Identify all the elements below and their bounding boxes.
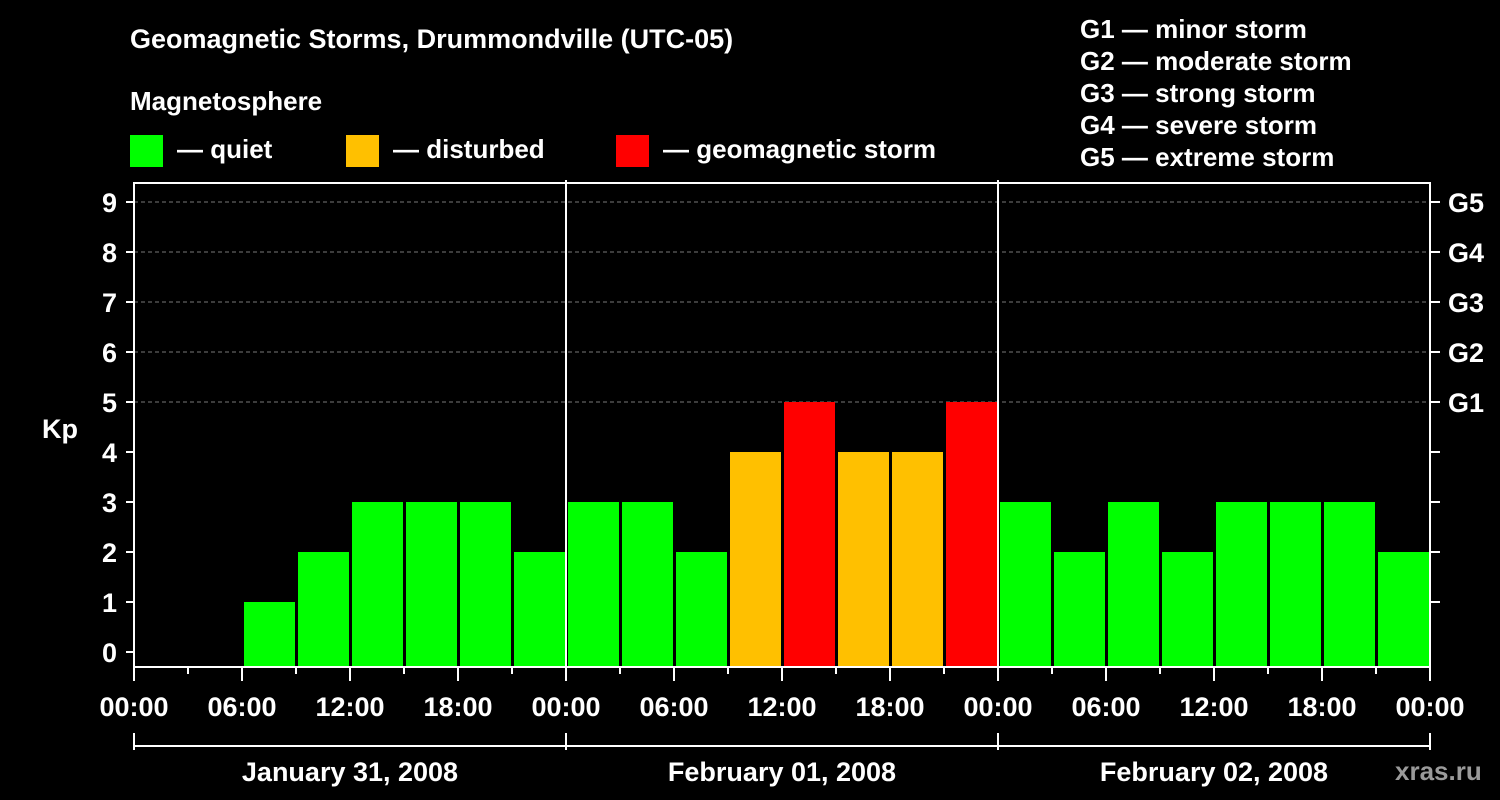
bar-feb-01-03-00 [622,502,673,667]
x-tick-label: 00:00 [99,692,168,722]
bar-jan-31-09-00 [298,552,349,667]
x-tick-label: 00:00 [1395,692,1464,722]
x-tick-label: 06:00 [639,692,708,722]
legend-swatch-disturbed [346,135,379,167]
legend-swatch-quiet [130,135,163,167]
y-tick-label: 1 [102,588,117,618]
storm-scale-g4: G4 — severe storm [1080,110,1317,140]
bar-feb-02-00-00 [1000,502,1051,667]
y-tick-label: 6 [102,338,117,368]
bar-feb-01-06-00 [676,552,727,667]
x-tick-label: 00:00 [531,692,600,722]
y-tick-label: 9 [102,188,117,218]
x-tick-label: 12:00 [747,692,816,722]
storm-scale-legend: G1 — minor storm G2 — moderate storm G3 … [1080,14,1352,172]
storm-level-label-g4: G4 [1448,238,1484,268]
storm-level-label-g5: G5 [1448,188,1484,218]
bar-jan-31-15-00 [406,502,457,667]
y-tick-label: 3 [102,488,117,518]
y-tick-label: 8 [102,238,117,268]
legend-swatch-storm [616,135,649,167]
legend-label-storm: — geomagnetic storm [663,134,936,164]
gridlines [134,201,1430,403]
x-tick-label: 06:00 [207,692,276,722]
legend-title: Magnetosphere [130,86,322,116]
bar-feb-02-06-00 [1108,502,1159,667]
bar-feb-02-18-00 [1324,502,1375,667]
day-label: February 02, 2008 [1100,757,1328,787]
bar-jan-31-12-00 [352,502,403,667]
bar-feb-02-09-00 [1162,552,1213,667]
legend-item-quiet: — quiet [130,134,273,167]
y-tick-label: 5 [102,388,117,418]
bar-feb-01-09-00 [730,452,781,667]
bar-jan-31-18-00 [460,502,511,667]
bar-feb-01-21-00 [946,402,997,667]
bar-feb-02-03-00 [1054,552,1105,667]
y-tick-label: 7 [102,288,117,318]
watermark: xras.ru [1395,756,1482,786]
bar-feb-01-15-00 [838,452,889,667]
storm-scale-g2: G2 — moderate storm [1080,46,1352,76]
storm-level-label-g2: G2 [1448,338,1484,368]
bar-feb-01-00-00 [568,502,619,667]
y-axis-label: Kp [42,414,78,444]
x-tick-label: 12:00 [315,692,384,722]
storm-scale-g5: G5 — extreme storm [1080,142,1334,172]
bars [244,402,1429,667]
x-tick-label: 06:00 [1071,692,1140,722]
storm-scale-g1: G1 — minor storm [1080,14,1307,44]
x-tick-label: 12:00 [1179,692,1248,722]
legend-label-disturbed: — disturbed [393,134,545,164]
x-tick-label: 18:00 [423,692,492,722]
y-tick-label: 2 [102,538,117,568]
legend-label-quiet: — quiet [177,134,273,164]
legend-item-storm: — geomagnetic storm [616,134,936,167]
x-tick-label: 18:00 [1287,692,1356,722]
legend-item-disturbed: — disturbed [346,134,545,167]
bar-feb-02-12-00 [1216,502,1267,667]
x-tick-label: 00:00 [963,692,1032,722]
bar-feb-01-12-00 [784,402,835,667]
bar-jan-31-06-00 [244,602,295,667]
bar-feb-02-21-00 [1378,552,1429,667]
y-tick-label: 4 [102,438,117,468]
bar-jan-31-21-00 [514,552,565,667]
bar-feb-01-18-00 [892,452,943,667]
axes: 0 1 2 3 4 5 6 7 8 9 G1 G2 G3 G4 G5 00:00 06:00 12:00 18:00… [99,180,1484,787]
bar-feb-02-15-00 [1270,502,1321,667]
day-label: February 01, 2008 [668,757,896,787]
storm-level-label-g1: G1 [1448,388,1484,418]
storm-scale-g3: G3 — strong storm [1080,78,1315,108]
storm-level-label-g3: G3 [1448,288,1484,318]
chart-title: Geomagnetic Storms, Drummondville (UTC-0… [130,24,733,54]
day-label: January 31, 2008 [242,757,458,787]
x-tick-label: 18:00 [855,692,924,722]
y-tick-label: 0 [102,638,117,668]
